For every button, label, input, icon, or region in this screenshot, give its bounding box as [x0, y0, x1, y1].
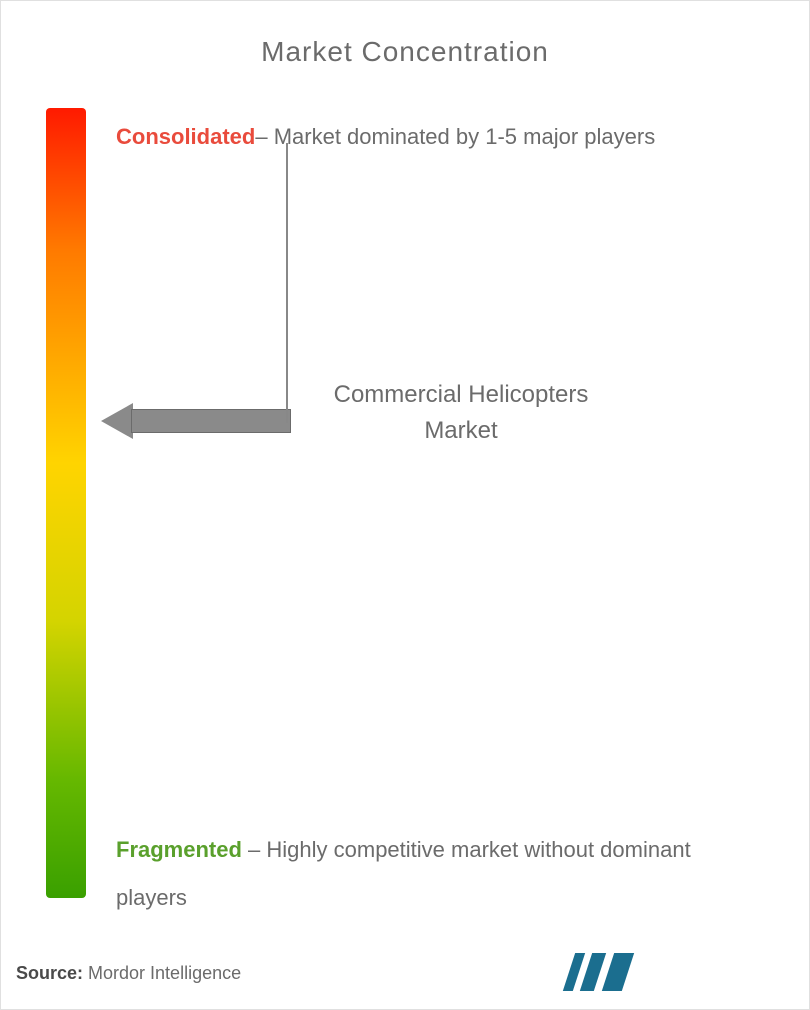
- arrow-shaft: [131, 409, 291, 433]
- diagram-area: Consolidated– Market dominated by 1-5 ma…: [1, 108, 809, 938]
- mordor-logo-icon: [569, 953, 639, 991]
- pointer-arrow: [101, 403, 291, 439]
- market-label-box: Commercial Helicopters Market: [301, 363, 621, 463]
- page-title: Market Concentration: [1, 1, 809, 68]
- concentration-gradient-bar: [46, 108, 86, 898]
- consolidated-keyword: Consolidated: [116, 124, 255, 149]
- fragmented-keyword: Fragmented: [116, 837, 242, 862]
- source-attribution: Source: Mordor Intelligence: [16, 963, 241, 984]
- market-label-line1: Commercial Helicopters: [334, 381, 589, 408]
- logo-bar-3: [602, 953, 634, 991]
- fragmented-label: Fragmented – Highly competitive market w…: [116, 826, 736, 923]
- source-value: Mordor Intelligence: [83, 963, 241, 983]
- market-label-line2: Market: [424, 417, 497, 444]
- consolidated-rest: – Market dominated by 1-5 major players: [255, 124, 655, 149]
- consolidated-label: Consolidated– Market dominated by 1-5 ma…: [116, 113, 676, 161]
- source-label: Source:: [16, 963, 83, 983]
- arrow-head-icon: [101, 403, 133, 439]
